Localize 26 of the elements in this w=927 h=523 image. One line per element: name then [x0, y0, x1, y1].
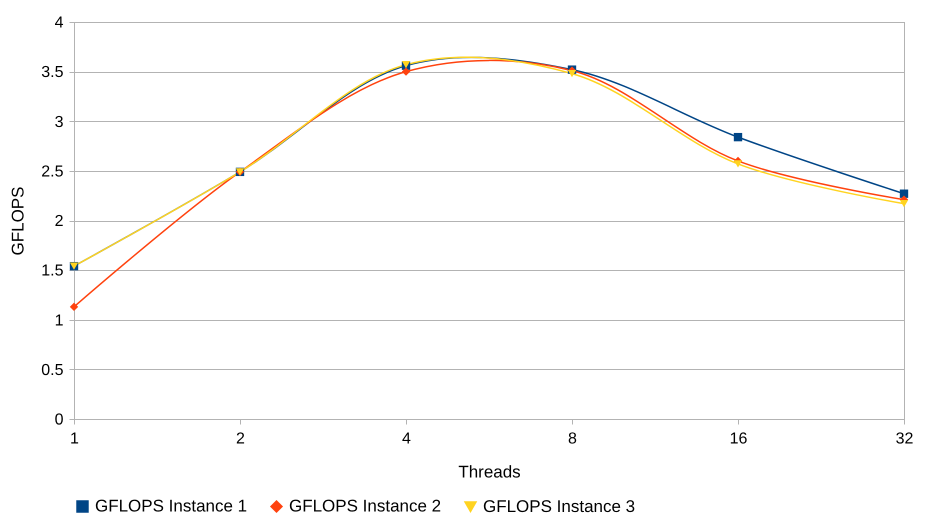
- y-tick-label: 0: [54, 412, 64, 428]
- point: [568, 70, 576, 78]
- x-tick-label: 16: [730, 430, 748, 448]
- x-tick-label: 32: [896, 430, 914, 448]
- point: [402, 67, 410, 76]
- y-tick-label: 0.5: [41, 362, 64, 379]
- point: [70, 302, 78, 312]
- legend-label: GFLOPS Instance 2: [289, 496, 442, 516]
- legend-label: GFLOPS Instance 1: [95, 496, 248, 516]
- x-axis-title: Threads: [458, 462, 521, 482]
- x-tick-label: 4: [402, 430, 412, 448]
- y-axis-title: GFLOPS: [8, 186, 28, 256]
- y-tick-label: 3: [54, 114, 64, 131]
- x-tick-label: 1: [70, 430, 80, 448]
- y-tick-label: 1: [54, 312, 64, 330]
- point: [734, 160, 742, 168]
- y-tick-label: 2: [54, 213, 64, 230]
- legend-label: GFLOPS Instance 3: [483, 496, 636, 516]
- point: [734, 132, 742, 142]
- y-tick-label: 1.5: [41, 262, 64, 280]
- point: [900, 200, 908, 208]
- y-tick-label: 4: [54, 14, 64, 32]
- y-tick-label: 3.5: [41, 64, 64, 82]
- y-tick-label: 2.5: [41, 163, 64, 180]
- x-tick-label: 8: [568, 430, 578, 448]
- x-tick-label: 2: [236, 430, 246, 448]
